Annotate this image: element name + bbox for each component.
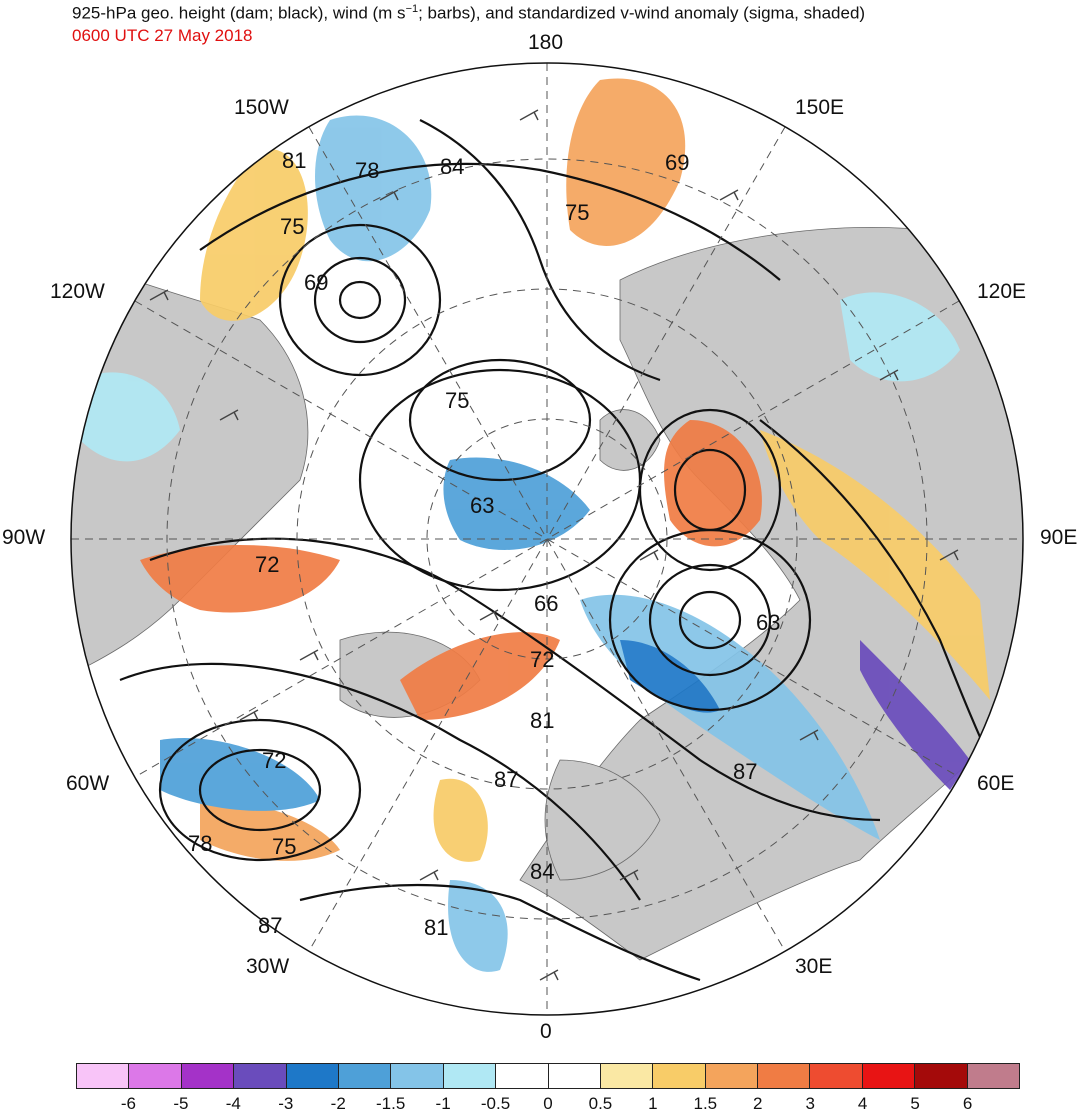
colorbar-box — [704, 1063, 758, 1089]
colorbar-box — [547, 1063, 600, 1089]
contour-label: 72 — [262, 748, 286, 773]
contour-label: 75 — [280, 214, 304, 239]
contour-label: 63 — [470, 493, 494, 518]
contour-label: 69 — [665, 150, 689, 175]
negative-anomaly — [620, 640, 720, 713]
contour-label: 72 — [530, 647, 554, 672]
colorbar-box — [76, 1063, 129, 1089]
lon-label-90w: 90W — [2, 526, 46, 549]
negative-anomaly — [443, 457, 590, 550]
lon-label-90e: 90E — [1040, 526, 1078, 549]
colorbar-tick-label: 3 — [805, 1094, 815, 1113]
contour-labels: 84 78 81 75 69 69 75 75 63 72 66 72 63 8… — [188, 148, 780, 940]
colorbar-box — [442, 1063, 496, 1089]
contour-label: 84 — [530, 859, 554, 884]
positive-anomaly — [433, 778, 488, 862]
lon-label-0: 0 — [540, 1020, 552, 1043]
colorbar-box — [652, 1063, 705, 1089]
map-boundary — [70, 62, 1024, 1016]
height-contours — [119, 119, 1001, 982]
map-title: 925-hPa geo. height (dam; black), wind (… — [72, 3, 866, 23]
contour-label: 75 — [445, 388, 469, 413]
contour-label: 87 — [494, 767, 518, 792]
positive-anomaly — [140, 545, 340, 613]
contour-label: 84 — [440, 154, 464, 179]
lon-label-60w: 60W — [66, 772, 110, 795]
contour-label: 87 — [258, 913, 282, 938]
contour-label: 87 — [733, 759, 757, 784]
colorbar-box — [337, 1063, 391, 1089]
negative-anomaly — [448, 880, 508, 972]
colorbar-box — [390, 1063, 443, 1089]
contour-label: 81 — [282, 148, 306, 173]
lon-label-120w: 120W — [50, 280, 105, 303]
colorbar-box — [495, 1063, 548, 1089]
colorbar-box — [599, 1063, 653, 1089]
colorbar-tick-label: -4 — [225, 1094, 241, 1113]
lon-label-150e: 150E — [795, 96, 845, 119]
positive-anomaly — [400, 632, 560, 720]
colorbar-tick-label: 2 — [753, 1094, 763, 1113]
lon-label-60e: 60E — [977, 772, 1015, 795]
colorbar-box — [809, 1063, 862, 1089]
positive-anomaly — [760, 430, 990, 700]
colorbar-tick-label: -0.5 — [480, 1094, 511, 1113]
contour-label: 75 — [272, 834, 296, 859]
colorbar-tick-label: 1.5 — [693, 1094, 718, 1113]
colorbar-box — [966, 1063, 1021, 1089]
colorbar-tick-label: 1 — [648, 1094, 658, 1113]
colorbar-box — [285, 1063, 338, 1089]
contour-label: 78 — [188, 831, 212, 856]
contour-label: 69 — [304, 270, 328, 295]
colorbar-box — [914, 1063, 967, 1089]
colorbar-tick-label: -3 — [278, 1094, 294, 1113]
contour-label: 81 — [424, 915, 448, 940]
contour-label: 63 — [756, 610, 780, 635]
colorbar-tick-label: 5 — [910, 1094, 920, 1113]
colorbar-box — [233, 1063, 286, 1089]
colorbar-box — [861, 1063, 915, 1089]
negative-anomaly — [840, 292, 960, 382]
colorbar-box — [180, 1063, 234, 1089]
colorbar-box — [757, 1063, 810, 1089]
lon-label-150w: 150W — [234, 96, 289, 119]
contour-label: 78 — [355, 158, 379, 183]
colorbar-tick-label: -2 — [330, 1094, 346, 1113]
negative-anomaly — [80, 372, 180, 462]
colorbar — [76, 1063, 1021, 1089]
lon-label-120e: 120E — [977, 280, 1027, 303]
contour-label: 81 — [530, 708, 554, 733]
contour-label: 72 — [255, 552, 279, 577]
colorbar-tick-label: -6 — [120, 1094, 136, 1113]
colorbar-tick-label: -1.5 — [376, 1094, 406, 1113]
colorbar-box — [128, 1063, 181, 1089]
colorbar-tick-label: 4 — [857, 1094, 868, 1113]
graticule — [71, 63, 1023, 1015]
positive-anomaly — [200, 148, 308, 321]
anomaly-shading — [80, 78, 990, 972]
colorbar-tick-label: -5 — [173, 1094, 189, 1113]
contour-label: 75 — [565, 200, 589, 225]
lon-label-30w: 30W — [246, 955, 290, 978]
negative-anomaly — [860, 640, 970, 790]
colorbar-tick-label: 6 — [962, 1094, 973, 1113]
colorbar-tick-label: -1 — [435, 1094, 451, 1113]
lon-label-180: 180 — [528, 31, 564, 54]
valid-time: 0600 UTC 27 May 2018 — [72, 26, 253, 45]
contour-label: 66 — [534, 591, 558, 616]
wind-barbs — [149, 109, 959, 981]
colorbar-tick-label: 0 — [543, 1094, 553, 1113]
lon-label-30e: 30E — [795, 955, 833, 978]
negative-anomaly — [315, 115, 432, 262]
colorbar-tick-label: 0.5 — [588, 1094, 613, 1113]
